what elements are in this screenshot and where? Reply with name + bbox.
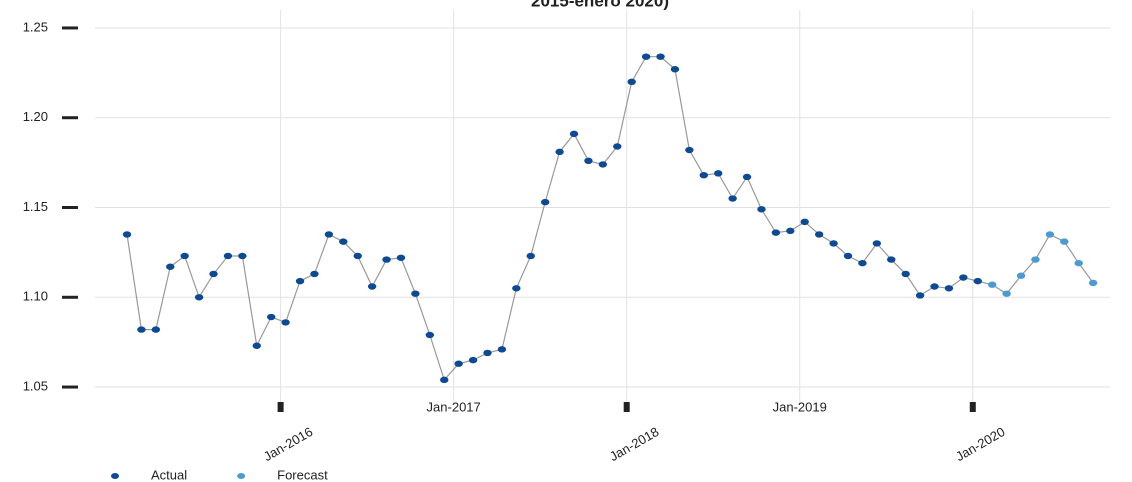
data-point (944, 285, 954, 292)
data-point (613, 143, 622, 150)
data-point (872, 240, 882, 247)
data-point (598, 161, 608, 168)
data-point (843, 252, 853, 260)
data-point (353, 252, 362, 260)
data-point (396, 254, 406, 261)
y-tick-label: 1.25 (23, 19, 48, 34)
data-point (901, 270, 910, 278)
data-point (1045, 231, 1055, 238)
data-point (930, 283, 939, 290)
chart-title: 2015-enero 2020) (531, 0, 669, 10)
y-tick-label: 1.05 (23, 378, 48, 393)
data-point (252, 342, 261, 349)
data-point (223, 252, 233, 260)
data-point (310, 270, 319, 278)
data-point (641, 53, 651, 60)
data-point (1060, 238, 1069, 245)
data-point (584, 157, 593, 165)
data-point (829, 240, 838, 247)
data-point (786, 227, 795, 235)
legend-swatch (111, 473, 119, 479)
data-point (1016, 272, 1026, 279)
data-point (483, 349, 492, 357)
data-point (122, 231, 132, 238)
data-point (973, 277, 982, 285)
data-point (339, 238, 348, 245)
data-point (194, 294, 204, 301)
data-point (1074, 259, 1083, 267)
data-point (728, 195, 737, 202)
data-point (324, 231, 334, 238)
data-point (425, 331, 435, 339)
data-point (151, 326, 161, 333)
data-point (454, 360, 463, 367)
x-tick-label: Jan-2018 (607, 424, 661, 464)
data-point (555, 148, 564, 156)
data-point (540, 198, 550, 206)
legend-label: Forecast (277, 467, 328, 482)
x-tick-label: Jan-2020 (953, 424, 1007, 464)
legend-label: Actual (151, 467, 187, 482)
x-tick-label: Jan-2016 (261, 424, 315, 464)
data-point (742, 173, 752, 181)
data-point (440, 376, 449, 384)
data-point (627, 78, 636, 86)
data-point (1002, 290, 1011, 297)
data-point (569, 130, 579, 138)
y-tick-label: 1.20 (23, 109, 48, 124)
series-line (991, 233, 1094, 295)
data-point (887, 256, 896, 263)
series-line (126, 56, 978, 382)
data-point (497, 346, 507, 353)
data-point (800, 218, 809, 226)
data-point (670, 66, 680, 73)
data-point (367, 283, 377, 290)
data-point (714, 170, 723, 177)
data-point (685, 146, 694, 154)
x-tick-label: Jan-2019 (773, 399, 827, 414)
data-point (858, 259, 867, 267)
data-point (757, 206, 766, 213)
data-point (411, 290, 420, 297)
data-point (699, 171, 708, 179)
data-point (656, 53, 665, 60)
data-point (281, 319, 290, 326)
x-tick (277, 402, 284, 412)
data-point (512, 285, 521, 292)
x-tick-label: Jan-2017 (427, 399, 481, 414)
x-tick (623, 402, 630, 412)
data-point (238, 252, 247, 260)
data-point (814, 231, 824, 238)
data-point (988, 281, 997, 288)
data-point (468, 356, 478, 364)
data-point (959, 274, 968, 281)
data-point (382, 256, 391, 263)
data-point (267, 313, 276, 321)
data-point (1031, 256, 1040, 263)
data-point (771, 229, 781, 236)
legend-swatch (237, 473, 246, 479)
x-tick (969, 402, 976, 412)
data-point (915, 292, 925, 299)
y-tick-label: 1.15 (23, 199, 48, 214)
data-point (180, 252, 189, 260)
data-point (209, 270, 218, 278)
data-point (166, 263, 175, 270)
data-point (295, 277, 305, 285)
data-point (526, 252, 535, 260)
data-point (137, 326, 146, 333)
data-point (1088, 279, 1098, 287)
y-tick-label: 1.10 (23, 289, 48, 304)
